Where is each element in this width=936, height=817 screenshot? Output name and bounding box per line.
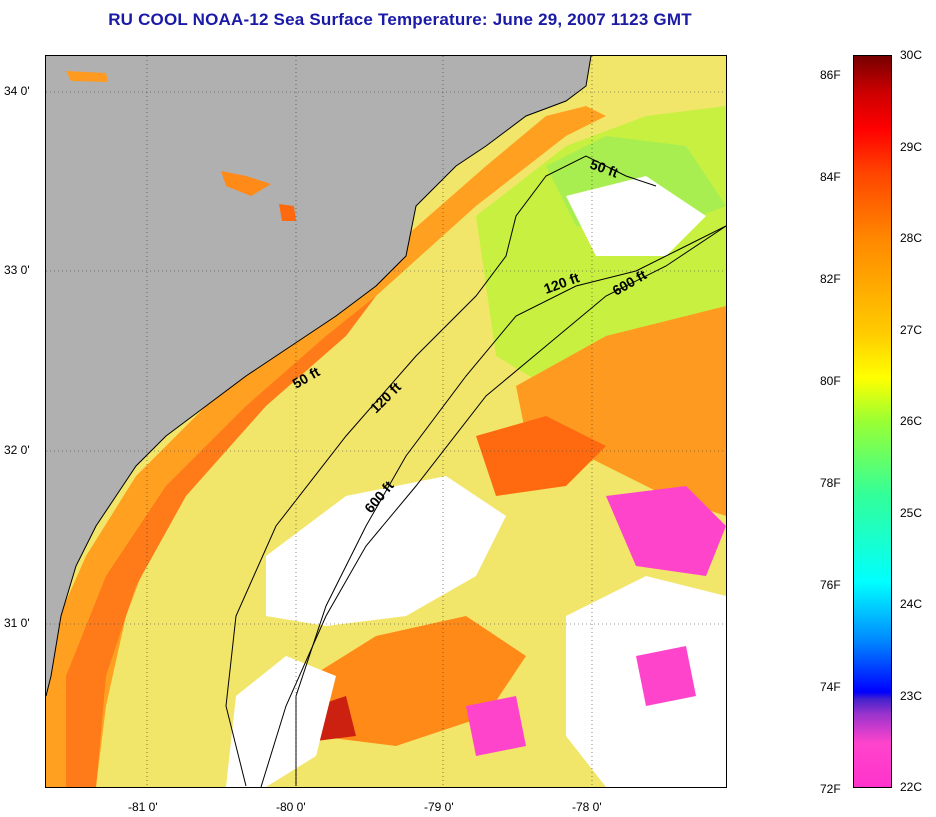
colorbar-label-78f: 78F — [820, 476, 841, 490]
gulfstream-hot-patch — [476, 416, 606, 496]
map-title: RU COOL NOAA-12 Sea Surface Temperature:… — [108, 10, 692, 29]
cold-pink-patch-southeast — [636, 646, 696, 706]
land-mass — [46, 56, 591, 696]
colorbar-label-76f: 76F — [820, 578, 841, 592]
lat-label-31: 31 0' — [4, 616, 30, 630]
colorbar-label-25c: 25C — [900, 506, 923, 520]
gulfstream-warm-patch — [516, 306, 726, 516]
contour-label-120ft-mid: 120 ft — [367, 379, 404, 416]
colorbar-label-27c: 27C — [900, 323, 923, 337]
graticule — [46, 56, 726, 787]
colorbar-label-74f: 74F — [820, 680, 841, 694]
colorbar-label-22c: 22C — [900, 780, 923, 794]
lon-label-78: -78 0' — [572, 800, 602, 814]
lat-label-34: 34 0' — [4, 84, 30, 98]
coastline — [46, 56, 592, 697]
colorbar-label-86f: 86F — [820, 68, 841, 82]
colorbar-label-82f: 82F — [820, 272, 841, 286]
temperature-colorbar — [853, 55, 892, 788]
colorbar-label-80f: 80F — [820, 374, 841, 388]
contour-120ft — [295, 225, 726, 786]
lat-label-32: 32 0' — [4, 443, 30, 457]
colorbar-label-23c: 23C — [900, 689, 923, 703]
lon-label-81: -81 0' — [128, 800, 158, 814]
colorbar-label-72f: 72F — [820, 782, 841, 796]
inland-lake-1 — [221, 171, 271, 196]
inland-lake-2 — [279, 204, 296, 221]
lon-label-80: -80 0' — [276, 800, 306, 814]
sst-map[interactable]: 50 ft 50 ft 120 ft 120 ft 600 ft 600 ft — [45, 55, 727, 788]
lat-label-33: 33 0' — [4, 263, 30, 277]
inland-lake-3 — [66, 71, 108, 82]
colorbar-label-29c: 29C — [900, 140, 923, 154]
contour-600ft — [260, 225, 726, 787]
sst-map-canvas: 50 ft 50 ft 120 ft 120 ft 600 ft 600 ft — [46, 56, 726, 787]
colorbar-label-84f: 84F — [820, 170, 841, 184]
cloud-area-north — [566, 176, 706, 256]
colorbar-label-30c: 30C — [900, 48, 923, 62]
colorbar-label-26c: 26C — [900, 414, 923, 428]
cold-pink-patch-south — [466, 696, 526, 756]
contour-50ft — [225, 155, 657, 787]
colorbar-label-24c: 24C — [900, 597, 923, 611]
cold-pink-patch-east — [606, 486, 726, 576]
coastal-hot-strip — [66, 296, 376, 787]
lon-label-79: -79 0' — [424, 800, 454, 814]
colorbar-label-28c: 28C — [900, 231, 923, 245]
cloud-area-central — [266, 476, 506, 626]
